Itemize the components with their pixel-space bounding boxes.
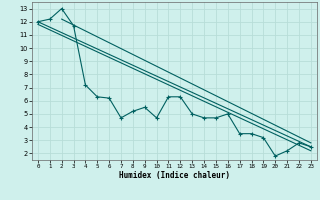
X-axis label: Humidex (Indice chaleur): Humidex (Indice chaleur) [119,171,230,180]
